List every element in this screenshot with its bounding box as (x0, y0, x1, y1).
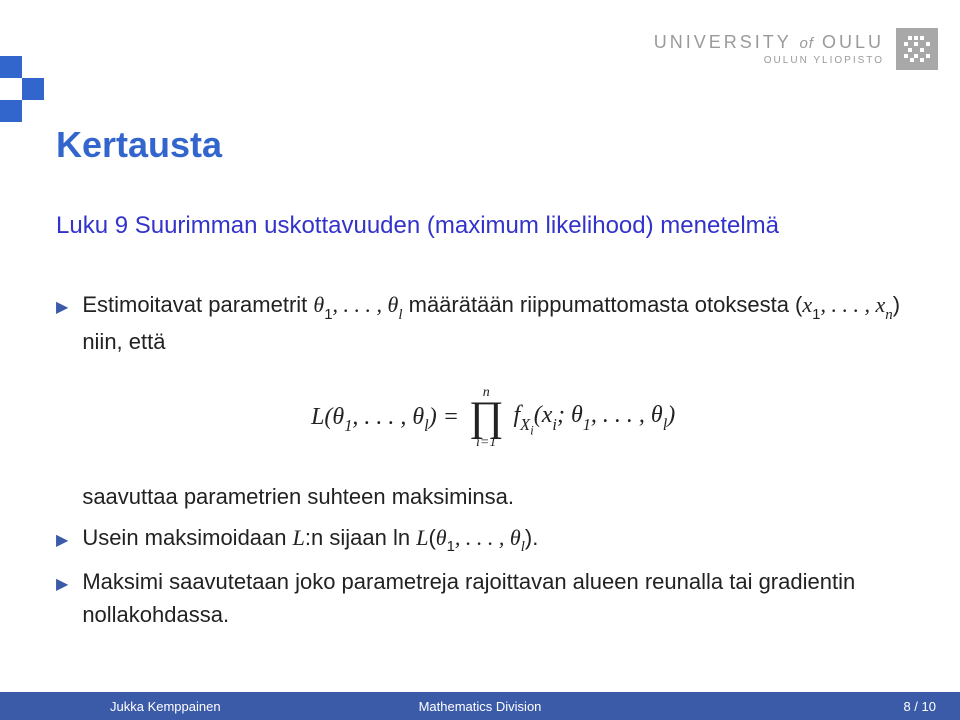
b2-text: saavuttaa parametrien suhteen maksiminsa… (82, 480, 904, 513)
logo-line1-of: of (799, 35, 814, 52)
university-logo: UNIVERSITY of OULU OULUN YLIOPISTO (654, 28, 938, 70)
slide-title: Kertausta (56, 124, 222, 166)
footer-author: Jukka Kemppainen (110, 699, 221, 714)
b3-text-b: :n sijaan (305, 525, 393, 550)
b4-text: Maksimi saavutetaan joko parametreja raj… (82, 565, 904, 631)
bullet-marker-icon: ▶ (56, 296, 68, 320)
bullet-3: ▶ Maksimi saavutetaan joko parametreja r… (56, 565, 904, 631)
b1-text-a: Estimoitavat parametrit (82, 292, 313, 317)
bullet-1: ▶ Estimoitavat parametrit θ1, . . . , θl… (56, 288, 904, 513)
footer-bar: Jukka Kemppainen Mathematics Division 8 … (0, 692, 960, 720)
footer-center: Mathematics Division (419, 699, 542, 714)
footer-pages: 8 / 10 (903, 699, 936, 714)
bullet-list: ▶ Estimoitavat parametrit θ1, . . . , θl… (56, 288, 904, 639)
bullet-2: ▶ Usein maksimoidaan L:n sijaan ln L(θ1,… (56, 521, 904, 558)
logo-line1-b: OULU (822, 32, 884, 52)
section-heading: Luku 9 Suurimman uskottavuuden (maximum … (56, 212, 779, 240)
bullet-marker-icon: ▶ (56, 529, 68, 553)
b3-text-a: Usein maksimoidaan (82, 525, 292, 550)
logo-icon (896, 28, 938, 70)
b1-text-b: määrätään riippumattomasta otoksesta (409, 292, 795, 317)
b1-text-c: niin, että (82, 329, 165, 354)
logo-line2: OULUN YLIOPISTO (654, 55, 884, 66)
bullet-marker-icon: ▶ (56, 573, 68, 597)
logo-line1-a: UNIVERSITY (654, 32, 792, 52)
likelihood-equation: L(θ1, . . . , θl) = n ∏ i=1 fXi(xi; θ1, … (82, 386, 904, 450)
